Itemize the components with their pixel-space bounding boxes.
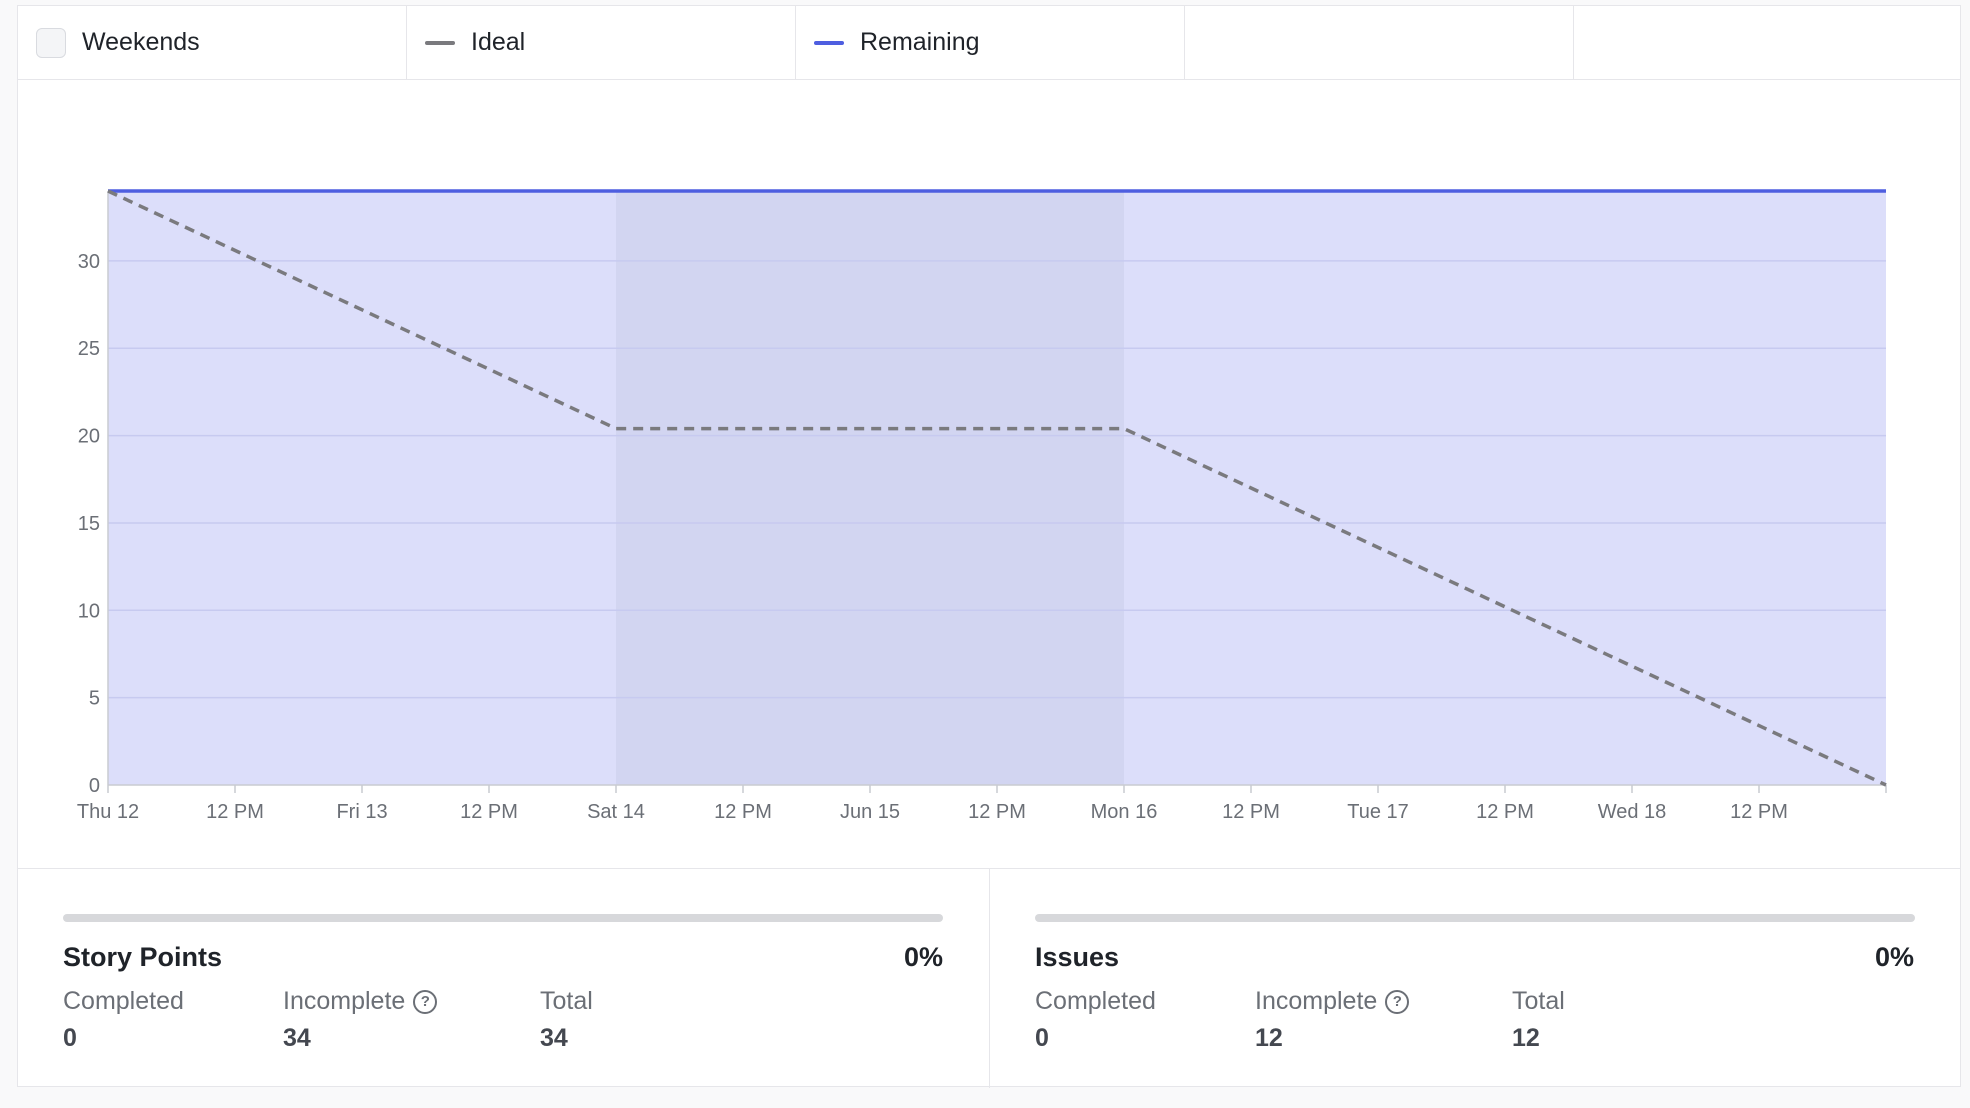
legend-ideal[interactable]: Ideal [407,6,796,79]
total-value: 34 [540,1024,568,1052]
story-points-title: Story Points [63,942,223,972]
weekend-band [616,191,1124,785]
legend-weekends-toggle[interactable]: Weekends [18,6,407,79]
legend-spacer [1185,6,1574,79]
chart-legend: Weekends Ideal Remaining [18,6,1960,80]
y-tick-label: 10 [78,600,100,622]
completed-label: Completed [1035,987,1156,1015]
y-tick-label: 0 [89,775,100,797]
x-tick-label: Tue 17 [1347,801,1409,823]
y-tick-label: 15 [78,513,100,535]
incomplete-value: 34 [283,1024,311,1052]
x-tick-label: Thu 12 [77,801,139,823]
x-tick-label: Jun 15 [840,801,900,823]
incomplete-value: 12 [1255,1024,1283,1052]
stats-row: Story Points 0% Completed 0 Incomplete ?… [18,868,1960,1088]
issues-completed: Completed 0 [1035,987,1156,1053]
y-tick-label: 25 [78,338,100,360]
y-tick-label: 30 [78,251,100,273]
issues-stats: Issues 0% Completed 0 Incomplete ? 12 To… [989,869,1960,1088]
incomplete-label-row: Incomplete ? [1255,987,1410,1016]
legend-weekends-label: Weekends [82,28,200,56]
x-tick-label: 12 PM [1730,801,1788,823]
total-label: Total [540,987,593,1015]
ideal-line-swatch [425,40,455,45]
burndown-chart-svg: 0 5 10 15 20 25 30 Thu 12 12 PM Fri 13 12 PM Sat 14… [77,189,1887,823]
incomplete-label: Incomplete [283,987,406,1015]
issues-percent: 0% [1874,942,1914,972]
x-tick-label: Sat 14 [587,801,645,823]
x-tick-label: 12 PM [206,801,264,823]
x-tick-label: Wed 18 [1598,801,1667,823]
burndown-chart: 0 5 10 15 20 25 30 Thu 12 12 PM Fri 13 12 PM Sat 14… [18,81,1960,867]
incomplete-label-row: Incomplete ? [283,987,438,1016]
issues-total: Total 12 [1512,987,1565,1053]
story-points-completed: Completed 0 [63,987,184,1053]
story-points-percent: 0% [903,942,943,972]
x-tick-label: 12 PM [714,801,772,823]
x-tick-label: 12 PM [968,801,1026,823]
x-tick-label: 12 PM [1476,801,1534,823]
x-tick-label: 12 PM [1222,801,1280,823]
completed-value: 0 [1035,1024,1049,1052]
x-tick-label: 12 PM [460,801,518,823]
issues-title: Issues [1035,942,1120,972]
issues-progress-bar [1035,914,1915,922]
story-points-incomplete: Incomplete ? 34 [283,987,438,1053]
question-circle-icon[interactable]: ? [413,989,438,1014]
burndown-panel: Weekends Ideal Remaining 0 5 10 15 20 25 30 Thu… [17,5,1961,1088]
legend-ideal-label: Ideal [471,28,526,56]
total-value: 12 [1512,1024,1540,1052]
story-points-progress-bar [63,914,943,922]
remaining-line-swatch [814,40,844,45]
total-label: Total [1512,987,1565,1015]
y-tick-label: 5 [89,688,100,710]
story-points-total: Total 34 [540,987,593,1053]
x-tick-label: Fri 13 [336,801,387,823]
incomplete-label: Incomplete [1255,987,1378,1015]
legend-remaining[interactable]: Remaining [796,6,1185,79]
story-points-stats: Story Points 0% Completed 0 Incomplete ?… [18,869,989,1088]
completed-label: Completed [63,987,184,1015]
completed-value: 0 [63,1024,77,1052]
issues-incomplete: Incomplete ? 12 [1255,987,1410,1053]
ideal-line [107,189,1887,787]
legend-remaining-label: Remaining [860,28,980,56]
weekends-checkbox[interactable] [36,27,66,58]
question-circle-icon[interactable]: ? [1385,989,1410,1014]
y-tick-label: 20 [78,426,100,448]
x-tick-label: Mon 16 [1091,801,1158,823]
